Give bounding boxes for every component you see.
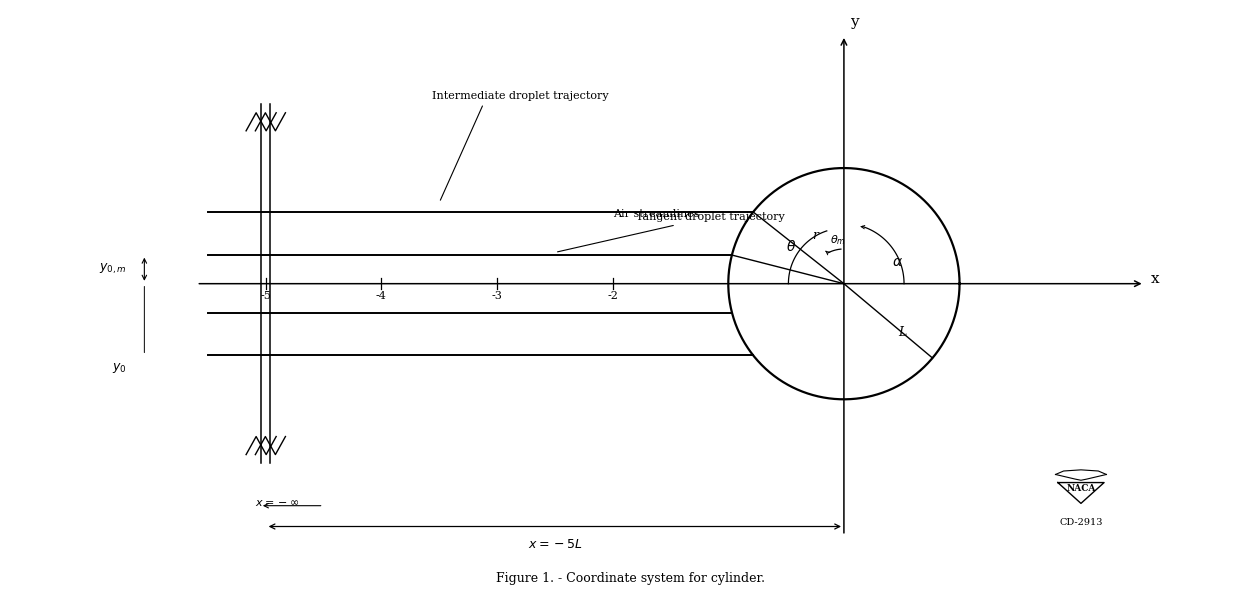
- Text: CD-2913: CD-2913: [1060, 518, 1102, 527]
- Text: $y_0$: $y_0$: [112, 361, 127, 375]
- Text: $x = -\infty$: $x = -\infty$: [256, 498, 300, 508]
- Text: r: r: [813, 229, 819, 242]
- Text: $x = -5L$: $x = -5L$: [528, 538, 582, 551]
- Text: -4: -4: [375, 291, 387, 301]
- Text: $\theta_m$: $\theta_m$: [830, 233, 845, 247]
- Text: -5: -5: [261, 291, 271, 301]
- Text: -3: -3: [491, 291, 503, 301]
- Text: Figure 1. - Coordinate system for cylinder.: Figure 1. - Coordinate system for cylind…: [495, 572, 765, 585]
- Text: Intermediate droplet trajectory: Intermediate droplet trajectory: [432, 90, 609, 200]
- Text: NACA: NACA: [1066, 484, 1096, 493]
- Text: y: y: [849, 15, 858, 30]
- Text: -2: -2: [607, 291, 619, 301]
- Text: $y_{0,m}$: $y_{0,m}$: [100, 262, 127, 277]
- Text: x: x: [1150, 272, 1159, 286]
- Text: $\theta$: $\theta$: [786, 239, 796, 254]
- Text: $\alpha$: $\alpha$: [892, 255, 903, 269]
- Text: Tangent droplet trajectory: Tangent droplet trajectory: [557, 212, 785, 252]
- Text: Air streamlines: Air streamlines: [612, 209, 699, 219]
- Text: L: L: [898, 326, 907, 339]
